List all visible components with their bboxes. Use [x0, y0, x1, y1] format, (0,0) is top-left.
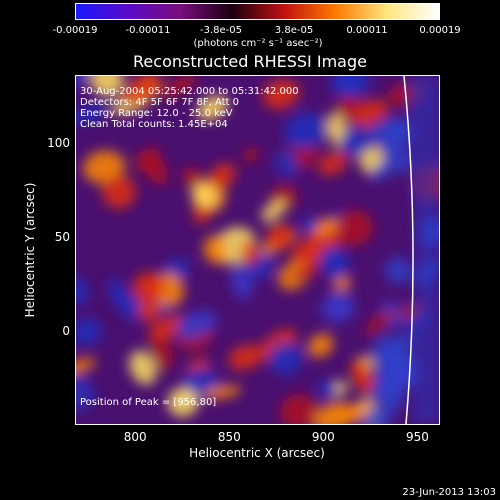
emission-blob [279, 394, 318, 424]
colorbar-gradient [76, 4, 439, 19]
emission-blob [241, 240, 259, 265]
colorbar-tick-label: 0.00011 [346, 25, 388, 36]
emission-blob [102, 175, 136, 209]
emission-blob [76, 318, 102, 346]
emission-blob [261, 199, 287, 222]
emission-blob [148, 314, 185, 344]
emission-blob [275, 150, 299, 177]
emission-blob [262, 79, 300, 110]
emission-blob [385, 117, 412, 146]
y-tick-label: 0 [62, 323, 70, 338]
emission-blob [333, 276, 352, 291]
emission-blob [192, 183, 217, 209]
heatmap-image [76, 76, 439, 424]
emission-blob [108, 279, 129, 309]
emission-blob [313, 402, 352, 424]
emission-blob [336, 95, 360, 118]
emission-blob [132, 272, 165, 303]
emission-blob [266, 223, 294, 249]
emission-blob [82, 150, 125, 184]
emission-blob [300, 216, 318, 233]
colorbar [75, 3, 440, 20]
emission-blob [76, 104, 108, 125]
x-tick-label: 950 [405, 430, 429, 444]
emission-blob [76, 376, 95, 411]
emission-blob [179, 388, 196, 405]
emission-blob [312, 217, 339, 237]
emission-blob [175, 310, 217, 339]
emission-blob [375, 347, 400, 371]
emission-blob [242, 147, 259, 163]
colorbar-tick-label: 3.8e-05 [274, 25, 314, 36]
emission-blob [361, 405, 395, 424]
observation-info-line: Energy Range: 12.0 - 25.0 keV [80, 108, 233, 119]
x-tick-label: 800 [123, 430, 147, 444]
emission-blob [196, 95, 229, 121]
solar-limb-line [403, 76, 414, 424]
emission-blob [307, 333, 334, 358]
emission-blob [318, 151, 349, 176]
emission-blob [319, 246, 349, 279]
emission-blob [162, 76, 198, 99]
colorbar-tick-label: -3.8e-05 [200, 25, 242, 36]
emission-blob [76, 358, 96, 376]
emission-blob [268, 342, 303, 375]
observation-info-line: Clean Total counts: 1.45E+04 [80, 119, 228, 130]
chart-title: Reconstructed RHESSI Image [133, 52, 367, 71]
emission-blob [76, 76, 90, 88]
colorbar-tick-label: -0.00011 [125, 25, 171, 36]
emission-blob [144, 156, 168, 185]
colorbar-tick-label: -0.00019 [52, 25, 98, 36]
y-tick-label: 100 [47, 135, 70, 150]
peak-position-label: Position of Peak = [956,80] [80, 397, 217, 408]
emission-blob [321, 292, 355, 323]
emission-blob [129, 350, 157, 385]
off-limb-region [406, 76, 439, 424]
observation-info-line: Detectors: 4F 5F 6F 7F 8F, Att 0 [80, 97, 240, 108]
emission-blob [385, 257, 411, 284]
observation-info-line: 30-Aug-2004 05:25:42.000 to 05:31:42.000 [80, 86, 299, 97]
x-axis-label: Heliocentric X (arcsec) [189, 446, 325, 460]
emission-blob [228, 344, 264, 371]
timestamp: 23-Jun-2013 13:03 [402, 487, 496, 498]
emission-blob [122, 76, 162, 105]
plot-area [75, 75, 440, 425]
x-tick-label: 900 [311, 430, 335, 444]
colorbar-units: (photons cm⁻² s⁻¹ asec⁻²) [193, 38, 323, 49]
emission-blob [290, 266, 319, 281]
emission-blobs [76, 76, 439, 424]
emission-blob [137, 299, 161, 323]
emission-blob [333, 210, 374, 246]
emission-blob [231, 265, 253, 300]
emission-blob [370, 162, 392, 181]
emission-blob [90, 76, 124, 97]
emission-blob [152, 337, 173, 371]
emission-blob [76, 276, 89, 305]
emission-blob [339, 125, 377, 156]
emission-blob [193, 205, 212, 224]
emission-blob [370, 374, 404, 404]
x-tick-label: 850 [217, 430, 241, 444]
emission-blob [181, 166, 201, 188]
emission-blob [350, 358, 369, 379]
colorbar-tick-label: 0.00019 [419, 25, 461, 36]
emission-blob [203, 235, 228, 265]
emission-blob [363, 309, 395, 335]
y-axis-label: Heliocentric Y (arcsec) [23, 182, 37, 318]
emission-blob [317, 379, 338, 398]
emission-blob [284, 112, 326, 149]
emission-blob [330, 76, 370, 99]
emission-blob [203, 385, 241, 399]
emission-blob [210, 163, 236, 187]
y-tick-label: 50 [54, 229, 70, 244]
